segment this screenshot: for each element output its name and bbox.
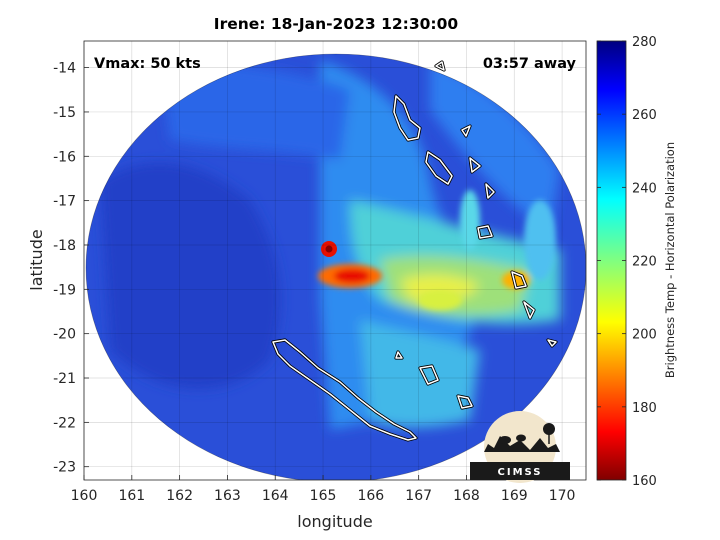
x-tick-label: 160 <box>71 488 98 504</box>
x-tick-label: 162 <box>166 488 193 504</box>
vmax-annotation: Vmax: 50 kts <box>94 56 201 72</box>
x-tick-label: 167 <box>405 488 432 504</box>
x-tick-label: 165 <box>310 488 337 504</box>
y-tick-label: -17 <box>53 194 76 210</box>
x-tick-label: 168 <box>453 488 480 504</box>
time-offset-annotation: 03:57 away <box>483 56 577 72</box>
x-tick-label: 169 <box>501 488 528 504</box>
colorbar-gradient <box>596 40 627 481</box>
colorbar-label: Brightness Temp - Horizontal Polarizatio… <box>663 142 677 378</box>
cimss-logo: CIMSS <box>470 411 570 483</box>
colorbar-tick-label: 200 <box>632 328 657 343</box>
y-tick-label: -19 <box>53 282 76 298</box>
y-tick-label: -21 <box>53 371 76 387</box>
colorbar-tick-label: 240 <box>632 181 657 196</box>
colorbar-tick-label: 260 <box>632 108 657 123</box>
x-axis-label: longitude <box>297 512 372 531</box>
y-tick-label: -14 <box>53 61 76 77</box>
x-tick-label: 161 <box>118 488 145 504</box>
axes-frame <box>83 40 587 481</box>
x-tick-label: 170 <box>549 488 576 504</box>
colorbar-tick-label: 280 <box>632 35 657 50</box>
y-tick-label: -20 <box>53 327 76 343</box>
y-tick-label: -15 <box>53 105 76 121</box>
x-tick-label: 166 <box>357 488 384 504</box>
y-tick-label: -23 <box>53 460 76 476</box>
colorbar: 160 180 200 220 240 260 280 Brightness Temp - … <box>596 35 677 489</box>
coastlines <box>271 60 558 442</box>
colorbar-tick-label: 220 <box>632 255 657 270</box>
colorbar-tick-label: 160 <box>632 474 657 489</box>
y-axis-label: latitude <box>27 229 46 290</box>
y-tick-label: -18 <box>53 238 76 254</box>
chart-title: Irene: 18-Jan-2023 12:30:00 <box>214 15 459 33</box>
swath-image <box>85 53 586 480</box>
x-tick-label: 164 <box>262 488 289 504</box>
y-tick-label: -16 <box>53 149 76 165</box>
svg-text:CIMSS: CIMSS <box>498 467 543 478</box>
x-axis: 160 161 162 163 164 165 166 167 168 169 170 <box>71 475 576 504</box>
colorbar-tick-label: 180 <box>632 401 657 416</box>
x-tick-label: 163 <box>214 488 241 504</box>
y-tick-label: -22 <box>53 415 76 431</box>
y-axis: -14 -15 -16 -17 -18 -19 -20 -21 -22 -23 <box>53 61 89 476</box>
